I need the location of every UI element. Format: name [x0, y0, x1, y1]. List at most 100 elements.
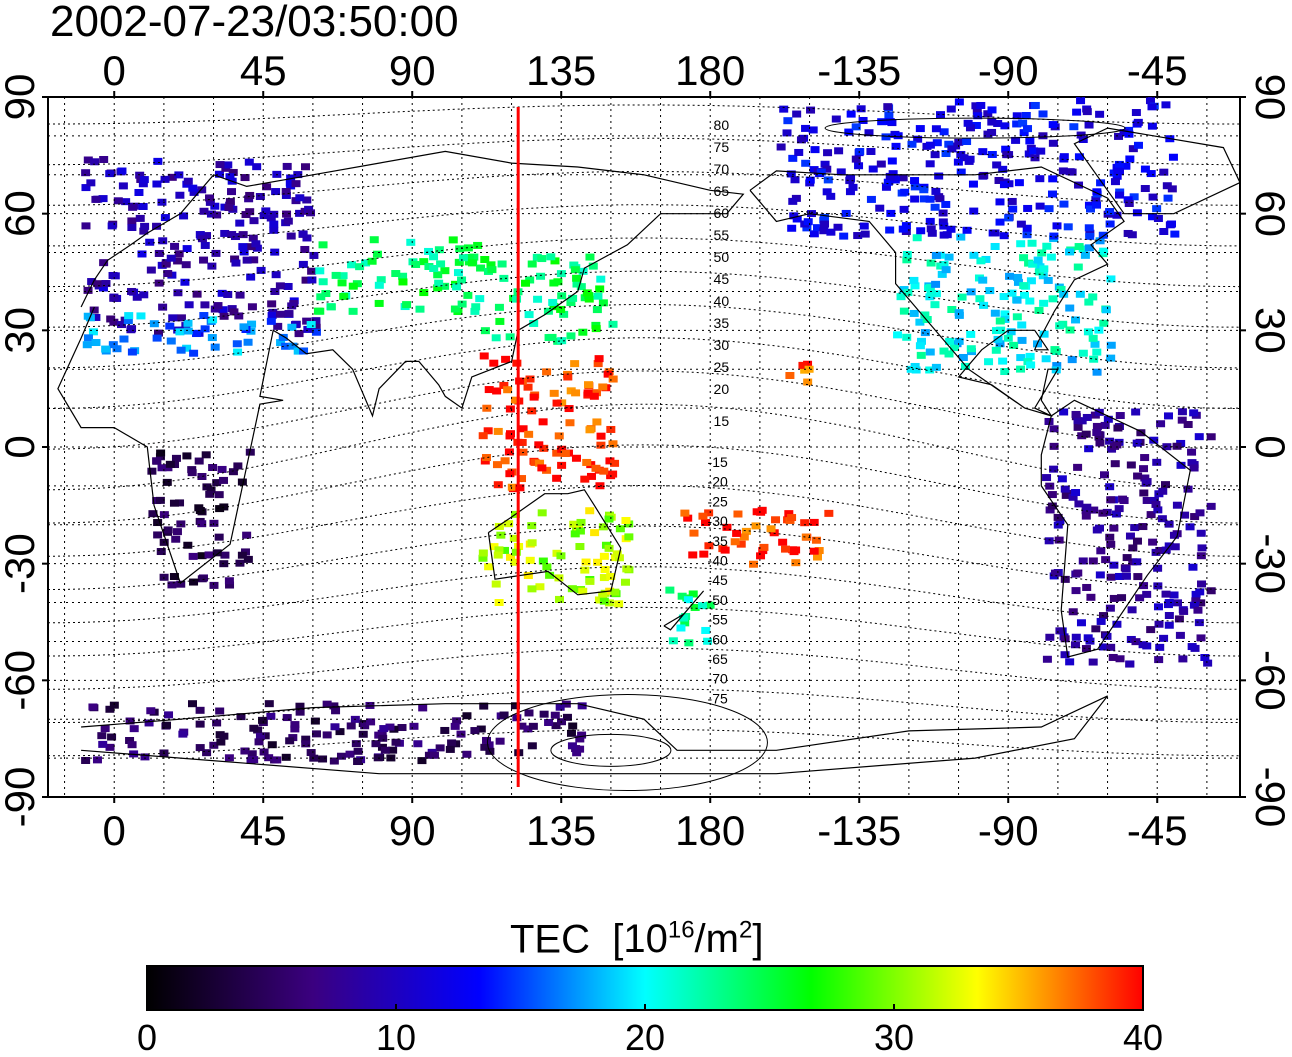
- tec-cell: [1175, 631, 1185, 639]
- tec-cell: [270, 287, 280, 295]
- tec-cell: [1185, 523, 1195, 531]
- tec-cell: [1088, 557, 1098, 565]
- tec-cell: [140, 222, 150, 230]
- tec-cell: [1132, 558, 1142, 566]
- tec-cell: [1059, 153, 1069, 161]
- tec-cell: [969, 207, 979, 215]
- tec-cell: [915, 125, 925, 133]
- tec-cell: [493, 427, 503, 435]
- contour-label-south: -70: [708, 671, 728, 687]
- tec-cell: [539, 710, 549, 718]
- tec-cell: [1038, 110, 1048, 118]
- tec-cell: [525, 556, 535, 564]
- tec-cell: [127, 741, 137, 749]
- tec-cell: [1076, 97, 1086, 105]
- tec-cell: [582, 289, 592, 297]
- tec-cell: [1153, 582, 1163, 590]
- tec-cell: [1084, 224, 1094, 232]
- tec-cell: [495, 317, 505, 325]
- contour-label-north: 15: [714, 413, 730, 429]
- tec-cell: [225, 173, 235, 181]
- tec-cell: [450, 305, 460, 313]
- tec-cell: [105, 170, 115, 178]
- tec-cell: [931, 125, 941, 133]
- tec-cell: [1128, 145, 1138, 153]
- tec-cell: [1170, 543, 1180, 551]
- tec-cell: [688, 590, 698, 598]
- tec-cell: [447, 739, 457, 747]
- tec-cell: [1065, 326, 1075, 334]
- tec-cell: [1099, 319, 1109, 327]
- tec-cell: [1092, 428, 1102, 436]
- tec-cell: [688, 551, 698, 559]
- tec-cell: [376, 276, 386, 284]
- contour-line: [47, 647, 1241, 690]
- tec-cell: [1095, 571, 1105, 579]
- tec-cell: [787, 224, 797, 232]
- x-tick-label-bottom: 90: [389, 807, 436, 854]
- tec-cell: [1110, 178, 1120, 186]
- tec-cell: [163, 270, 173, 278]
- tec-cell: [1113, 167, 1123, 175]
- tec-cell: [1164, 621, 1174, 629]
- tec-cell: [241, 211, 251, 219]
- tec-cell: [1047, 190, 1057, 198]
- tec-cell: [434, 246, 444, 254]
- tec-cell: [152, 222, 162, 230]
- tec-cell: [1148, 213, 1158, 221]
- tec-cell: [1096, 547, 1106, 555]
- tec-cell: [1091, 625, 1101, 633]
- tec-cell: [568, 722, 578, 730]
- tec-cell: [160, 175, 170, 183]
- tec-cell: [440, 282, 450, 290]
- tec-cell: [331, 707, 341, 715]
- tec-cell: [604, 515, 614, 523]
- tec-cell: [175, 499, 185, 507]
- tec-cell: [939, 260, 949, 268]
- tec-cell: [1013, 278, 1023, 286]
- tec-cell: [153, 531, 163, 539]
- tec-cell: [99, 155, 109, 163]
- tec-cell: [470, 307, 480, 315]
- tec-cell: [1133, 472, 1143, 480]
- tec-cell: [1005, 272, 1015, 280]
- tec-cell: [247, 750, 257, 758]
- tec-cell: [956, 168, 966, 176]
- tec-cell: [231, 259, 241, 267]
- tec-cell: [906, 365, 916, 373]
- tec-cell: [1147, 122, 1157, 130]
- tec-cell: [379, 725, 389, 733]
- tec-cell: [258, 716, 268, 724]
- tec-cell: [1061, 491, 1071, 499]
- tec-cell: [972, 107, 982, 115]
- tec-cell: [295, 708, 305, 716]
- tec-cell: [283, 217, 293, 225]
- tec-cell: [542, 466, 552, 474]
- tec-cell: [125, 736, 135, 744]
- tec-cell: [455, 245, 465, 253]
- tec-cell: [1025, 352, 1035, 360]
- tec-cell: [544, 718, 554, 726]
- x-tick-label-top: 180: [675, 47, 745, 94]
- tec-cell: [1164, 520, 1174, 528]
- tec-cell: [1056, 285, 1066, 293]
- tec-cell: [301, 735, 311, 743]
- tec-cell: [1019, 129, 1029, 137]
- contour-line: [47, 171, 1241, 206]
- tec-cell: [557, 445, 567, 453]
- tec-cell: [517, 475, 527, 483]
- tec-cell: [433, 284, 443, 292]
- tec-cell: [855, 147, 865, 155]
- tec-cell: [966, 288, 976, 296]
- tec-cell: [944, 253, 954, 261]
- tec-cell: [1018, 119, 1028, 127]
- tec-cell: [1129, 193, 1139, 201]
- tec-cell: [947, 145, 957, 153]
- axes: 0 0 45 45 90 90 135 135 180 180 -135 -135 -90 -90 -45 -…: [0, 47, 1292, 854]
- tec-cell: [192, 330, 202, 338]
- tec-cell: [580, 566, 590, 574]
- tec-cell: [565, 419, 575, 427]
- tec-cell: [899, 307, 909, 315]
- tec-cell: [971, 121, 981, 129]
- contour-line: [47, 484, 1241, 557]
